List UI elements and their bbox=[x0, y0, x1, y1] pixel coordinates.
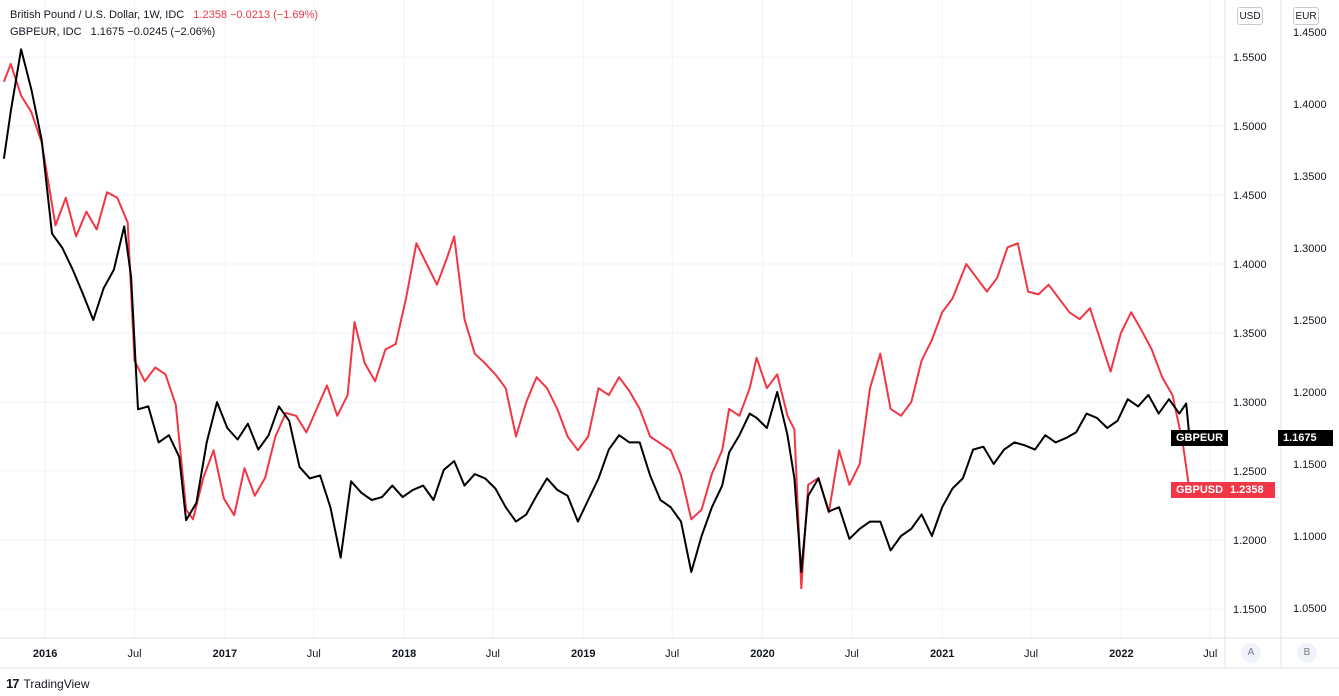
brand-name: TradingView bbox=[23, 676, 90, 691]
usd-tick-label: 1.2000 bbox=[1233, 535, 1267, 547]
eur-tick-label: 1.0500 bbox=[1293, 603, 1327, 615]
eur-tick-label: 1.4000 bbox=[1293, 99, 1327, 111]
legend-gbpeur-values: 1.1675 −0.0245 (−2.06%) bbox=[90, 26, 216, 38]
time-tick-label: 2020 bbox=[750, 648, 774, 660]
usd-tick-label: 1.3000 bbox=[1233, 397, 1267, 409]
chart-grid bbox=[0, 0, 1225, 638]
time-tick-label: Jul bbox=[486, 648, 500, 660]
legend-gbpusd-values: 1.2358 −0.0213 (−1.69%) bbox=[193, 9, 319, 21]
time-tick-label: Jul bbox=[1024, 648, 1038, 660]
usd-tick-label: 1.4000 bbox=[1233, 259, 1267, 271]
time-tick-label: Jul bbox=[1203, 648, 1217, 660]
footer-brand[interactable]: 17 TradingView bbox=[6, 676, 90, 691]
log-scale-button[interactable]: B bbox=[1297, 643, 1317, 663]
tradingview-logo-icon: 17 bbox=[6, 676, 20, 691]
auto-scale-button[interactable]: A bbox=[1241, 643, 1261, 663]
series-line-gbpusd bbox=[2, 62, 1191, 590]
gbpusd-series-tag: GBPUSD bbox=[1171, 482, 1229, 498]
time-tick-label: Jul bbox=[307, 648, 321, 660]
eur-tick-label: 1.2000 bbox=[1293, 387, 1327, 399]
usd-tick-label: 1.5000 bbox=[1233, 121, 1267, 133]
gbpeur-price-tag: 1.1675 bbox=[1278, 430, 1333, 446]
series-layer bbox=[2, 48, 1191, 590]
gbpeur-series-tag: GBPEUR bbox=[1171, 430, 1229, 446]
time-tick-label: 2018 bbox=[392, 648, 416, 660]
eur-tick-label: 1.3500 bbox=[1293, 171, 1327, 183]
time-tick-label: Jul bbox=[127, 648, 141, 660]
time-tick-label: 2017 bbox=[213, 648, 237, 660]
legend-gbpeur[interactable]: GBPEUR, IDC 1.1675 −0.0245 (−2.06%) bbox=[10, 24, 318, 41]
time-tick-label: 2022 bbox=[1109, 648, 1133, 660]
eur-tick-label: 1.3000 bbox=[1293, 243, 1327, 255]
eur-price-axis: 1.4500 1.4000 1.3500 1.3000 1.2500 1.2000 1.15… bbox=[1293, 27, 1327, 615]
chart-legend: British Pound / U.S. Dollar, 1W, IDC 1.2… bbox=[10, 7, 318, 41]
axis-frame bbox=[0, 0, 1339, 669]
usd-tick-label: 1.3500 bbox=[1233, 328, 1267, 340]
eur-unit-button[interactable]: EUR bbox=[1293, 7, 1319, 25]
time-tick-label: 2016 bbox=[33, 648, 57, 660]
usd-price-axis: 1.5500 1.5000 1.4500 1.4000 1.3500 1.3000 1.25… bbox=[1233, 52, 1267, 616]
eur-tick-label: 1.4500 bbox=[1293, 27, 1327, 39]
gbpusd-price-tag: 1.2358 bbox=[1225, 482, 1275, 498]
eur-tick-label: 1.1000 bbox=[1293, 531, 1327, 543]
time-tick-label: 2019 bbox=[571, 648, 595, 660]
usd-unit-button[interactable]: USD bbox=[1237, 7, 1263, 25]
eur-tick-label: 1.1500 bbox=[1293, 459, 1327, 471]
usd-tick-label: 1.5500 bbox=[1233, 52, 1267, 64]
time-tick-label: Jul bbox=[665, 648, 679, 660]
time-tick-label: 2021 bbox=[930, 648, 954, 660]
legend-gbpusd[interactable]: British Pound / U.S. Dollar, 1W, IDC 1.2… bbox=[10, 7, 318, 24]
series-line-gbpeur bbox=[2, 48, 1191, 573]
legend-gbpusd-name: British Pound / U.S. Dollar, 1W, IDC bbox=[10, 9, 185, 21]
eur-tick-label: 1.2500 bbox=[1293, 315, 1327, 327]
time-tick-label: Jul bbox=[845, 648, 859, 660]
usd-tick-label: 1.4500 bbox=[1233, 190, 1267, 202]
usd-tick-label: 1.1500 bbox=[1233, 604, 1267, 616]
usd-tick-label: 1.2500 bbox=[1233, 466, 1267, 478]
legend-gbpeur-name: GBPEUR, IDC bbox=[10, 26, 82, 38]
time-axis: 2016 Jul 2017 Jul 2018 Jul 2019 Jul 2020 Jul 2021 J… bbox=[33, 648, 1217, 660]
